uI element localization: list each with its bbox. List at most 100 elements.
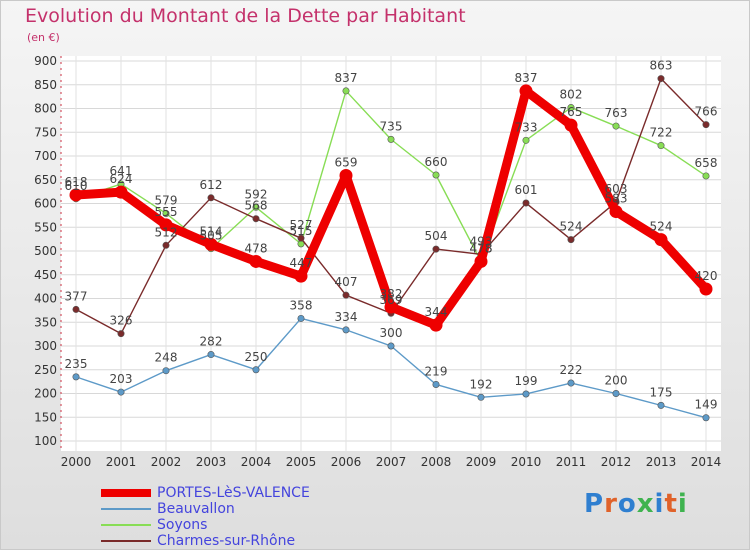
data-label: 837 [515, 71, 538, 85]
data-point [702, 172, 710, 180]
data-label: 601 [515, 183, 538, 197]
data-label: 612 [200, 178, 223, 192]
data-point [432, 380, 440, 388]
data-label: 579 [155, 193, 178, 207]
data-label: 722 [650, 126, 673, 140]
y-tick-label: 900 [34, 54, 57, 68]
data-point [204, 237, 218, 251]
data-point [702, 414, 710, 422]
data-point [567, 379, 575, 387]
logo-letter: o [617, 489, 637, 519]
data-point [162, 209, 170, 217]
data-point [657, 401, 665, 409]
data-label: 192 [470, 377, 493, 391]
data-point [297, 314, 305, 322]
data-point [522, 136, 530, 144]
data-point [609, 205, 623, 219]
data-label: 382 [380, 287, 403, 301]
data-point [564, 118, 578, 132]
data-label: 837 [335, 71, 358, 85]
data-label: 735 [380, 119, 403, 133]
data-point [159, 218, 173, 232]
data-point [342, 326, 350, 334]
data-label: 344 [425, 305, 448, 319]
x-tick-label: 2010 [511, 455, 542, 469]
data-point [72, 305, 80, 313]
y-tick-label: 500 [34, 244, 57, 258]
data-label: 765 [560, 105, 583, 119]
legend-swatch [101, 489, 151, 497]
data-point [117, 330, 125, 338]
data-label: 555 [155, 205, 178, 219]
data-label: 478 [470, 241, 493, 255]
data-label: 504 [425, 229, 448, 243]
proxiti-logo: Proxiti [584, 489, 688, 519]
data-label: 199 [515, 374, 538, 388]
data-point [432, 171, 440, 179]
data-point [654, 233, 668, 247]
data-label: 493 [470, 234, 493, 248]
y-tick-label: 450 [34, 268, 57, 282]
y-tick-label: 400 [34, 292, 57, 306]
data-point [207, 351, 215, 359]
data-point [567, 236, 575, 244]
legend-label: Charmes-sur-Rhône [157, 533, 296, 549]
data-label: 610 [65, 179, 88, 193]
legend-label: Soyons [157, 517, 208, 533]
x-tick-label: 2001 [106, 455, 137, 469]
x-tick-label: 2013 [646, 455, 677, 469]
legend-label: PORTES-LèS-VALENCE [157, 485, 310, 501]
legend-label: Beauvallon [157, 501, 235, 517]
y-tick-label: 850 [34, 78, 57, 92]
data-point [342, 87, 350, 95]
data-point [387, 342, 395, 350]
data-label: 583 [605, 192, 628, 206]
data-label: 326 [110, 314, 133, 328]
data-point [252, 366, 260, 374]
data-label: 149 [695, 398, 718, 412]
data-point [612, 122, 620, 130]
data-point [522, 199, 530, 207]
data-label: 478 [245, 241, 268, 255]
data-label: 658 [695, 156, 718, 170]
data-point [567, 104, 575, 112]
data-point [69, 188, 83, 202]
x-tick-label: 2011 [556, 455, 587, 469]
x-tick-label: 2000 [61, 455, 92, 469]
data-label: 377 [65, 289, 88, 303]
data-point [162, 241, 170, 249]
legend-item: Soyons [101, 517, 310, 533]
y-tick-label: 800 [34, 102, 57, 116]
y-tick-label: 600 [34, 197, 57, 211]
data-point [249, 254, 263, 268]
data-label: 219 [425, 364, 448, 378]
data-label: 515 [290, 224, 313, 238]
chart-legend: PORTES-LèS-VALENCE Beauvallon Soyons Charme… [101, 485, 310, 549]
data-label: 659 [335, 155, 358, 169]
data-point [162, 367, 170, 375]
data-point [657, 75, 665, 83]
data-point [387, 135, 395, 143]
data-label: 334 [335, 310, 358, 324]
data-label: 248 [155, 351, 178, 365]
data-point [252, 215, 260, 223]
legend-swatch [101, 508, 151, 510]
data-label: 369 [380, 293, 403, 307]
data-point [117, 388, 125, 396]
data-label: 527 [290, 218, 313, 232]
data-label: 420 [695, 269, 718, 283]
data-point [114, 185, 128, 199]
data-label: 763 [605, 106, 628, 120]
x-tick-label: 2006 [331, 455, 362, 469]
data-label: 447 [290, 256, 313, 270]
legend-item: Beauvallon [101, 501, 310, 517]
data-label: 200 [605, 374, 628, 388]
data-label: 407 [335, 275, 358, 289]
data-label: 618 [65, 175, 88, 189]
y-tick-label: 150 [34, 410, 57, 424]
x-tick-label: 2014 [691, 455, 722, 469]
data-label: 478 [470, 241, 493, 255]
data-label: 514 [200, 224, 223, 238]
